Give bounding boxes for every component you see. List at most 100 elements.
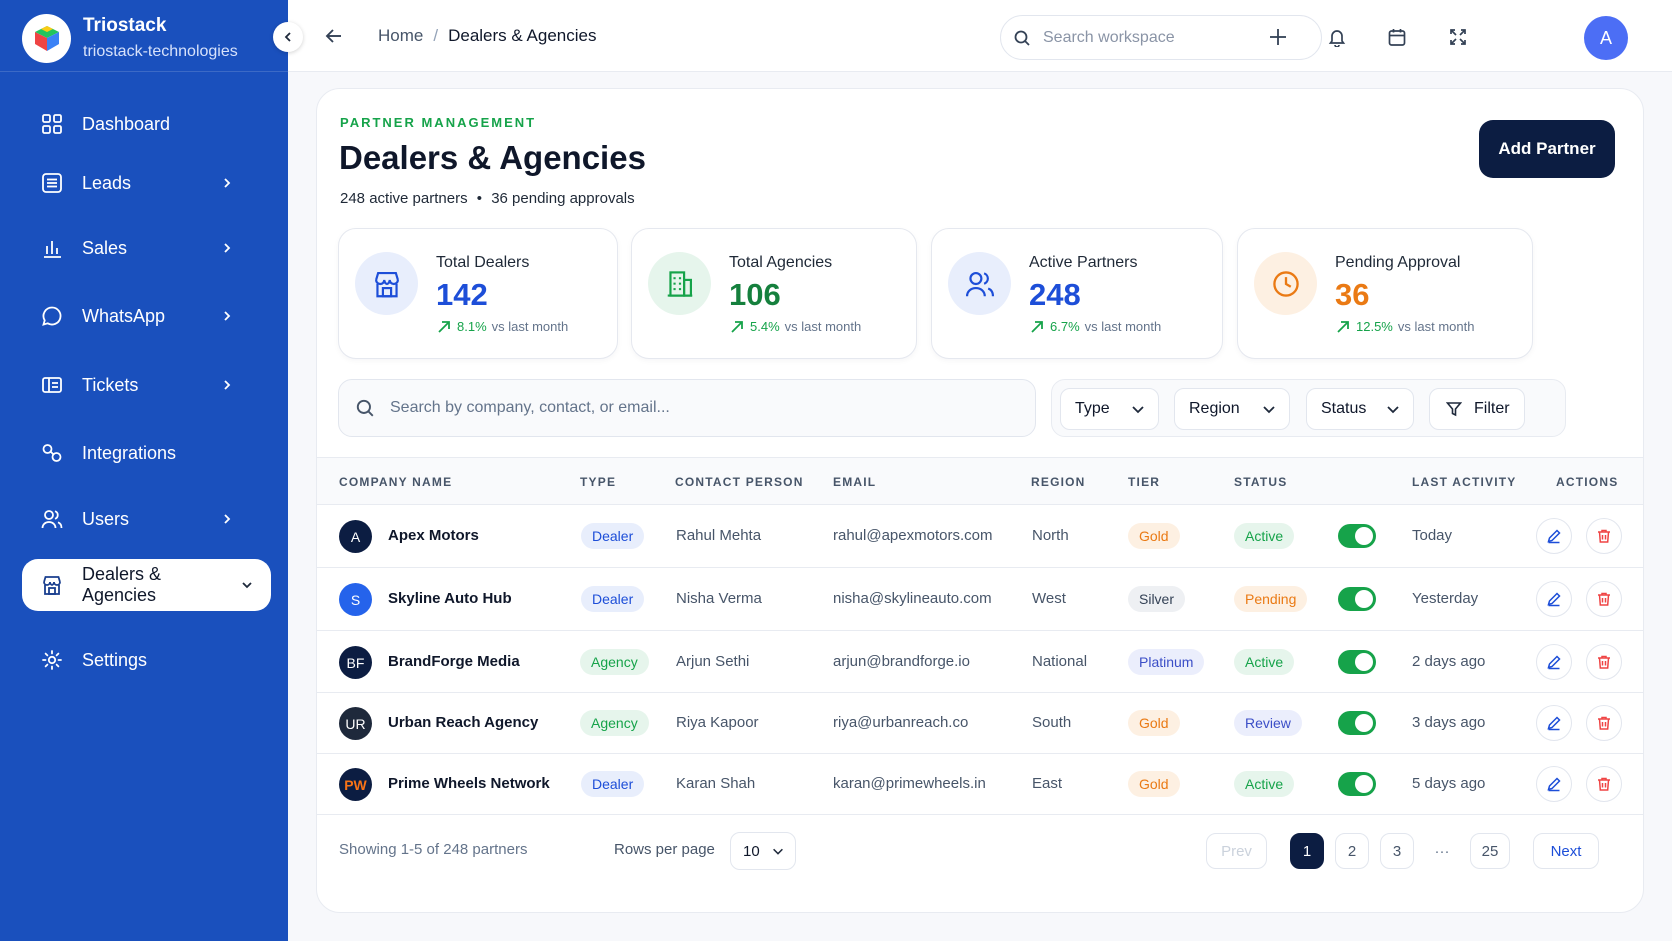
contact-person: Arjun Sethi: [676, 653, 750, 670]
region: West: [1032, 590, 1066, 607]
sidebar-item-label: Sales: [82, 237, 128, 258]
toggle-knob: [1355, 653, 1373, 671]
column-header-contact[interactable]: CONTACT PERSON: [675, 475, 804, 489]
trash-icon: [1598, 592, 1610, 606]
brand[interactable]: Triostack triostack-technologies: [22, 13, 272, 63]
edit-button[interactable]: [1536, 518, 1572, 554]
sidebar-item-dealers-agencies[interactable]: Dealers & Agencies: [22, 559, 271, 611]
building-icon: [648, 252, 711, 315]
company-name[interactable]: Urban Reach Agency: [388, 714, 539, 731]
edit-button[interactable]: [1536, 581, 1572, 617]
column-header-last-activity[interactable]: LAST ACTIVITY: [1412, 475, 1517, 489]
company-logo: A: [339, 520, 372, 553]
sidebar-item-tickets[interactable]: Tickets: [22, 359, 271, 411]
delete-button[interactable]: [1586, 644, 1622, 680]
edit-button[interactable]: [1536, 705, 1572, 741]
status-badge: Active: [1234, 523, 1295, 549]
workspace-name: triostack-technologies: [83, 42, 238, 60]
page-button-1[interactable]: 1: [1290, 833, 1324, 869]
fullscreen-button[interactable]: [1445, 24, 1471, 50]
expand-icon: [1450, 29, 1466, 45]
calendar-button[interactable]: [1384, 24, 1410, 50]
stat-value: 248: [1029, 277, 1081, 312]
contact-person: Riya Kapoor: [676, 714, 759, 731]
prev-page-button[interactable]: Prev: [1206, 833, 1267, 869]
status-filter-label: Status: [1321, 400, 1367, 417]
page-button-25[interactable]: 25: [1470, 833, 1510, 869]
table-row[interactable]: S Skyline Auto Hub Dealer Nisha Verma ni…: [317, 568, 1643, 631]
edit-button[interactable]: [1536, 644, 1572, 680]
delete-button[interactable]: [1586, 705, 1622, 741]
enabled-toggle[interactable]: [1338, 587, 1376, 611]
type-filter-select[interactable]: Type: [1060, 388, 1159, 430]
status-filter-select[interactable]: Status: [1306, 388, 1414, 430]
pencil-icon: [1547, 592, 1561, 607]
rows-per-page-select[interactable]: 10: [730, 832, 796, 870]
next-page-button[interactable]: Next: [1533, 833, 1599, 869]
email[interactable]: karan@primewheels.in: [833, 775, 986, 792]
page-button-3[interactable]: 3: [1380, 833, 1414, 869]
column-header-company[interactable]: COMPANY NAME: [339, 475, 453, 489]
column-header-type[interactable]: TYPE: [580, 475, 617, 489]
sidebar-item-users[interactable]: Users: [22, 493, 271, 545]
column-header-region[interactable]: REGION: [1031, 475, 1086, 489]
table-row[interactable]: PW Prime Wheels Network Dealer Karan Sha…: [317, 754, 1643, 815]
email[interactable]: nisha@skylineauto.com: [833, 590, 992, 607]
stat-label: Active Partners: [1029, 254, 1138, 271]
sidebar-item-sales[interactable]: Sales: [22, 222, 271, 274]
breadcrumb-separator: /: [433, 26, 439, 45]
column-header-tier[interactable]: TIER: [1128, 475, 1161, 489]
partner-search-input[interactable]: [390, 399, 1010, 417]
sidebar-item-whatsapp[interactable]: WhatsApp: [22, 290, 271, 342]
table-row[interactable]: A Apex Motors Dealer Rahul Mehta rahul@a…: [317, 505, 1643, 568]
back-button[interactable]: [322, 24, 346, 48]
pending-approvals-count: 36 pending approvals: [491, 190, 635, 207]
sidebar-item-label: Tickets: [82, 374, 139, 395]
partner-search[interactable]: [338, 379, 1036, 437]
breadcrumb-home-link[interactable]: Home: [378, 26, 424, 45]
email[interactable]: riya@urbanreach.co: [833, 714, 969, 731]
enabled-toggle[interactable]: [1338, 711, 1376, 735]
column-header-email[interactable]: EMAIL: [833, 475, 877, 489]
stat-trend-percent: 8.1%: [457, 319, 487, 334]
collapse-sidebar-button[interactable]: [273, 22, 303, 52]
email[interactable]: arjun@brandforge.io: [833, 653, 970, 670]
last-activity: 5 days ago: [1412, 775, 1486, 792]
email[interactable]: rahul@apexmotors.com: [833, 527, 993, 544]
table-row[interactable]: UR Urban Reach Agency Agency Riya Kapoor…: [317, 693, 1643, 754]
company-name[interactable]: Apex Motors: [388, 527, 479, 544]
edit-button[interactable]: [1536, 766, 1572, 802]
sidebar-item-leads[interactable]: Leads: [22, 157, 271, 209]
workspace-search-input[interactable]: [1043, 28, 1283, 47]
delete-button[interactable]: [1586, 581, 1622, 617]
notifications-button[interactable]: [1324, 24, 1350, 50]
table-row[interactable]: BF BrandForge Media Agency Arjun Sethi a…: [317, 631, 1643, 693]
add-button[interactable]: [1265, 24, 1291, 50]
store-icon: [40, 573, 64, 597]
type-badge: Dealer: [581, 586, 645, 612]
stat-trend-percent: 6.7%: [1050, 319, 1080, 334]
sidebar-item-dashboard[interactable]: Dashboard: [22, 98, 271, 150]
delete-button[interactable]: [1586, 518, 1622, 554]
workspace-search[interactable]: [1000, 15, 1322, 60]
sidebar-item-integrations[interactable]: Integrations: [22, 427, 271, 479]
sidebar-item-label: WhatsApp: [82, 305, 166, 326]
filter-button[interactable]: Filter: [1429, 388, 1525, 430]
stat-value: 36: [1335, 277, 1370, 312]
delete-button[interactable]: [1586, 766, 1622, 802]
page-button-2[interactable]: 2: [1335, 833, 1369, 869]
add-partner-button[interactable]: Add Partner: [1479, 120, 1615, 178]
avatar[interactable]: A: [1584, 16, 1628, 60]
type-badge: Dealer: [581, 523, 645, 549]
type-badge: Agency: [580, 710, 649, 736]
region-filter-select[interactable]: Region: [1174, 388, 1290, 430]
enabled-toggle[interactable]: [1338, 524, 1376, 548]
column-header-status[interactable]: STATUS: [1234, 475, 1288, 489]
company-name[interactable]: Skyline Auto Hub: [388, 590, 512, 607]
enabled-toggle[interactable]: [1338, 650, 1376, 674]
company-name[interactable]: Prime Wheels Network: [388, 775, 550, 792]
company-name[interactable]: BrandForge Media: [388, 653, 520, 670]
sidebar-item-settings[interactable]: Settings: [22, 634, 271, 686]
enabled-toggle[interactable]: [1338, 772, 1376, 796]
breadcrumb: Home / Dealers & Agencies: [378, 26, 596, 46]
